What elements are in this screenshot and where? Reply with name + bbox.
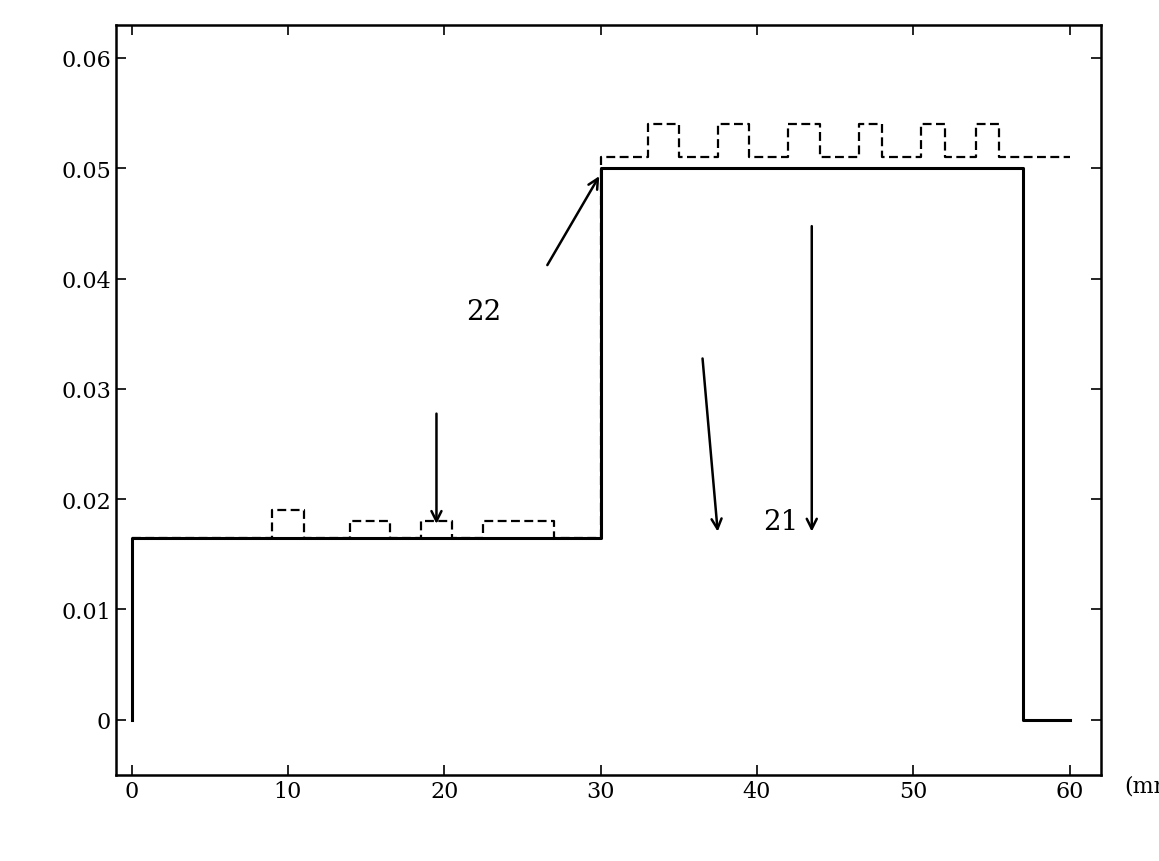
Text: (mm): (mm) [1124, 775, 1159, 797]
Text: 21: 21 [763, 508, 799, 535]
Text: 22: 22 [466, 299, 501, 325]
